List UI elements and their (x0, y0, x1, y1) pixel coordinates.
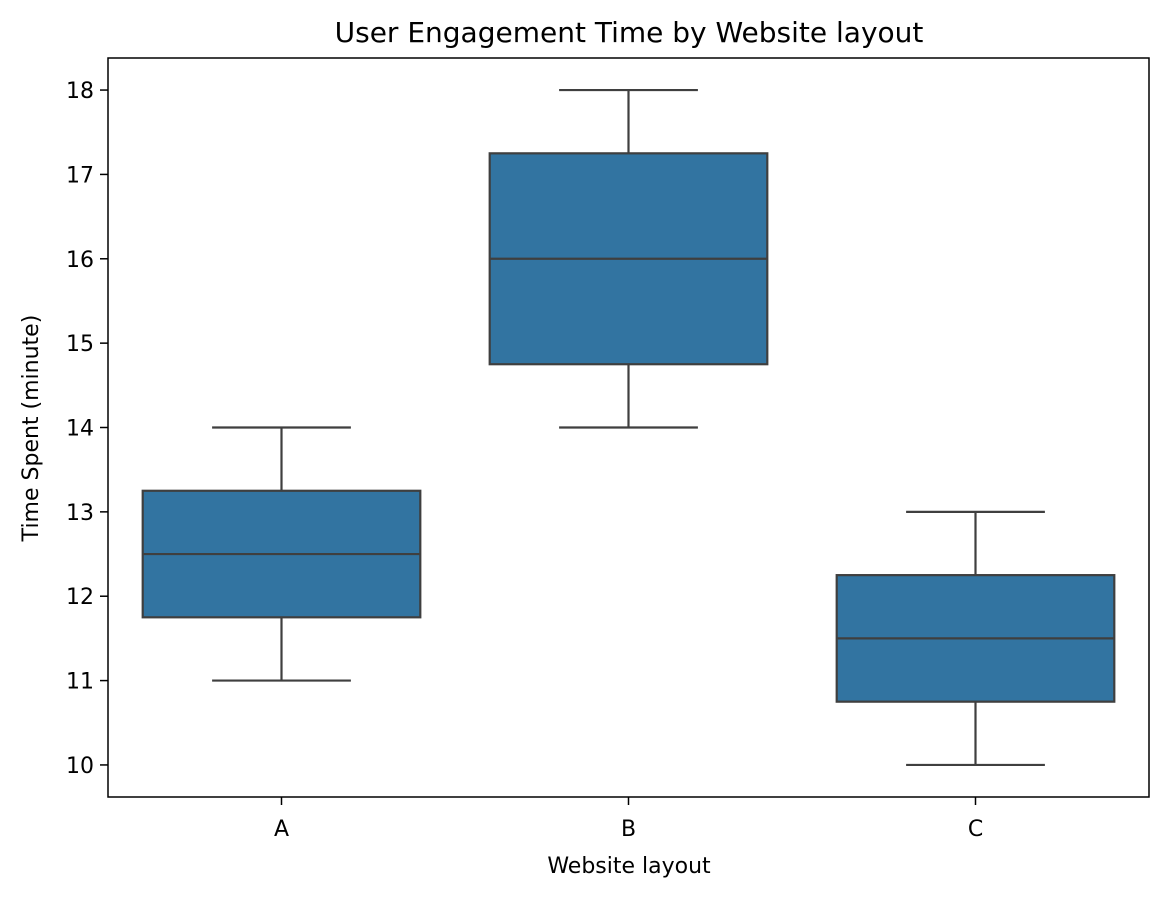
y-tick-label: 16 (66, 248, 94, 273)
x-tick-label: C (968, 817, 983, 842)
box-group-a (141, 426, 422, 682)
y-axis-label: Time Spent (minute) (19, 315, 44, 543)
y-tick-label: 13 (66, 501, 94, 526)
x-axis-label: Website layout (547, 854, 711, 879)
x-axis: A B C (274, 797, 983, 842)
plot-area (141, 88, 1116, 767)
y-tick-label: 11 (66, 670, 94, 695)
y-tick-label: 14 (66, 417, 94, 442)
y-tick-label: 10 (66, 754, 94, 779)
y-tick-label: 18 (66, 79, 94, 104)
y-tick-label: 15 (66, 332, 94, 357)
y-tick-label: 17 (66, 163, 94, 188)
x-tick-label: A (274, 817, 289, 842)
x-tick-label: B (621, 817, 636, 842)
box-group-b (488, 88, 769, 429)
chart-title: User Engagement Time by Website layout (335, 16, 924, 49)
box-group-c (835, 510, 1116, 767)
y-axis: 10 11 12 13 14 15 16 17 18 (66, 79, 108, 779)
y-tick-label: 12 (66, 585, 94, 610)
